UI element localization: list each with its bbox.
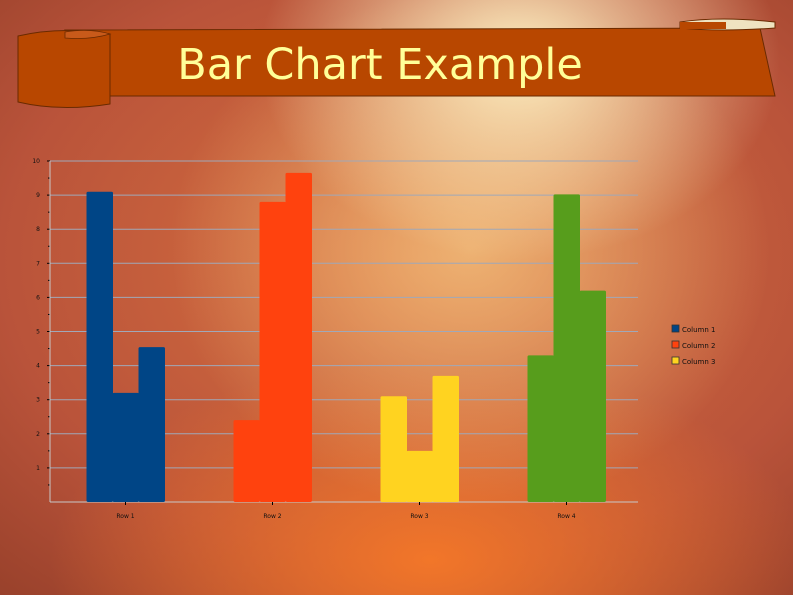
legend-swatch bbox=[671, 324, 680, 333]
bar-row-3-column-2 bbox=[406, 450, 433, 502]
legend-label: Column 1 bbox=[682, 326, 716, 334]
bar-row-4-column-3 bbox=[579, 290, 606, 502]
x-tick-label: Row 4 bbox=[557, 513, 575, 520]
legend-swatch bbox=[671, 356, 680, 365]
y-tick-label: 2 bbox=[36, 431, 40, 438]
x-tick-label: Row 3 bbox=[410, 513, 428, 520]
y-tick-label: 4 bbox=[36, 363, 40, 370]
legend-swatch bbox=[671, 340, 680, 349]
y-tick-label: 5 bbox=[36, 329, 40, 336]
y-tick-label: 7 bbox=[36, 260, 40, 267]
y-tick-label: 8 bbox=[36, 226, 40, 233]
bar-row-4-column-1 bbox=[527, 355, 554, 502]
x-tick-label: Row 2 bbox=[263, 513, 281, 520]
bar-row-2-column-2 bbox=[259, 201, 286, 503]
chart-title: Bar Chart Example bbox=[177, 40, 583, 90]
bar-row-4-column-2 bbox=[553, 194, 580, 502]
bar-row-1-column-3 bbox=[138, 347, 165, 502]
legend-label: Column 2 bbox=[682, 342, 716, 350]
title-banner bbox=[17, 18, 776, 109]
bar-row-3-column-1 bbox=[380, 396, 407, 502]
y-tick-label: 3 bbox=[36, 397, 40, 404]
bars bbox=[86, 172, 606, 503]
bar-row-3-column-3 bbox=[432, 375, 459, 502]
legend-label: Column 3 bbox=[682, 358, 716, 366]
legend: Column 1 Column 2 Column 3 bbox=[671, 324, 716, 366]
y-tick-label: 1 bbox=[36, 465, 40, 472]
y-tick-label: 9 bbox=[36, 192, 40, 199]
bar-row-2-column-3 bbox=[285, 172, 312, 502]
bar-row-1-column-1 bbox=[86, 191, 113, 502]
x-tick-label: Row 1 bbox=[116, 513, 134, 520]
bar-row-2-column-1 bbox=[233, 420, 260, 502]
y-tick-label: 10 bbox=[32, 158, 40, 165]
bar-row-1-column-2 bbox=[112, 392, 139, 502]
y-tick-label: 6 bbox=[36, 294, 40, 301]
